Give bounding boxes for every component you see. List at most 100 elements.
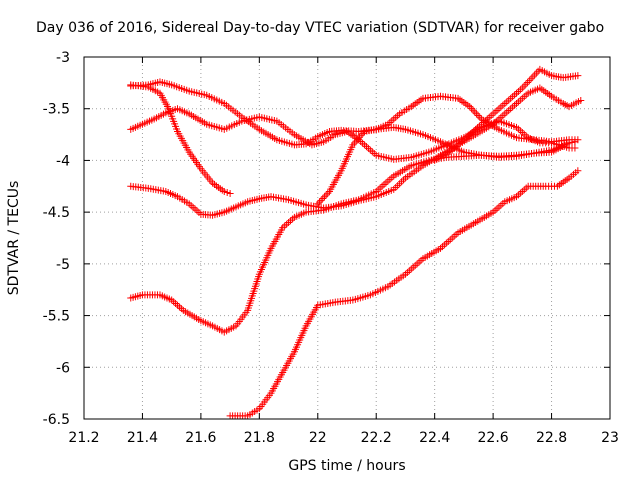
data-point-s6	[411, 262, 419, 270]
data-point-s7	[472, 110, 480, 118]
data-point-s4	[499, 112, 507, 120]
data-point-s4	[520, 93, 528, 101]
x-tick-label: 21.4	[127, 430, 158, 446]
data-point-s7	[324, 189, 332, 197]
data-point-s7	[392, 113, 400, 121]
data-point-s5	[287, 217, 295, 225]
data-point-s8	[505, 96, 513, 104]
data-point-s3	[571, 144, 579, 152]
data-point-s8	[497, 103, 505, 111]
data-point-s8	[511, 91, 519, 99]
axis-ticks: 21.2 21.4 21.6 21.8 22 22.2 22.4 22.6 22.8 23 -3 -3…	[43, 50, 619, 446]
data-point-s8	[534, 67, 542, 75]
y-tick-label: -6.5	[43, 412, 70, 428]
data-point-s4	[396, 180, 404, 188]
data-point-s8	[487, 112, 495, 120]
data-point-s4	[501, 110, 509, 118]
data-point-s6	[405, 267, 413, 275]
data-point-s5	[382, 179, 390, 187]
data-point-s5	[378, 182, 386, 190]
data-point-s7	[390, 115, 398, 123]
data-point-s4	[514, 98, 522, 106]
data-point-s6	[491, 206, 499, 214]
data-point-s6	[574, 167, 582, 175]
data-points	[127, 65, 585, 420]
data-point-s6	[417, 256, 425, 264]
x-tick-label: 22.8	[536, 430, 567, 446]
data-point-s4	[516, 96, 524, 104]
data-point-s4	[191, 205, 199, 213]
data-point-s6	[497, 201, 505, 209]
data-point-s4	[193, 207, 201, 215]
data-point-s5	[380, 181, 388, 189]
data-point-s7	[388, 117, 396, 125]
data-point-s3	[364, 144, 372, 152]
y-tick-label: -4.5	[43, 205, 70, 221]
data-point-s7	[467, 104, 475, 112]
data-point-s8	[503, 98, 511, 106]
data-point-s7	[394, 112, 402, 120]
data-point-s4	[187, 202, 195, 210]
data-point-s7	[317, 196, 325, 204]
data-point-s3	[362, 143, 370, 151]
data-point-s6	[493, 205, 501, 213]
data-point-s6	[413, 260, 421, 268]
x-tick-label: 23	[601, 430, 619, 446]
data-point-s7	[322, 191, 330, 199]
data-point-s4	[512, 100, 520, 108]
y-tick-label: -5.5	[43, 309, 70, 325]
data-point-s8	[501, 100, 509, 108]
data-point-s6	[516, 189, 524, 197]
data-point-s8	[499, 101, 507, 109]
data-point-s7	[320, 193, 328, 201]
data-point-s4	[195, 208, 203, 216]
data-point-s4	[518, 94, 526, 102]
data-point-s5	[285, 218, 293, 226]
data-point-s8	[495, 105, 503, 113]
x-tick-label: 21.6	[185, 430, 216, 446]
data-point-s5	[384, 177, 392, 185]
data-point-s6	[495, 203, 503, 211]
data-point-s8	[512, 89, 520, 97]
data-point-s4	[511, 101, 519, 109]
data-point-s7	[315, 198, 323, 206]
data-point-s4	[507, 105, 515, 113]
y-tick-label: -4	[56, 153, 70, 169]
data-point-s6	[450, 232, 458, 240]
data-point-s3	[518, 129, 526, 137]
data-point-s6	[415, 258, 423, 266]
data-point-s5	[177, 305, 185, 313]
y-axis-label: SDTVAR / TECUs	[6, 181, 22, 296]
data-point-s5	[283, 220, 291, 228]
data-point-s8	[531, 71, 539, 79]
data-point-s3	[359, 139, 367, 147]
data-point-s5	[175, 303, 183, 311]
y-tick-label: -3.5	[43, 102, 70, 118]
data-point-s3	[361, 141, 369, 149]
data-point-s6	[446, 236, 454, 244]
data-point-s5	[386, 175, 394, 183]
x-axis-label: GPS time / hours	[288, 458, 405, 474]
data-point-s4	[394, 182, 402, 190]
data-point-s4	[189, 203, 197, 211]
data-point-s6	[444, 237, 452, 245]
data-point-s8	[574, 72, 582, 80]
data-point-s6	[520, 186, 528, 194]
data-point-s1	[226, 190, 234, 198]
data-point-s6	[438, 243, 446, 251]
data-point-s7	[319, 195, 327, 203]
x-tick-label: 22.4	[419, 430, 450, 446]
y-tick-label: -6	[56, 360, 70, 376]
data-point-s7	[466, 103, 474, 111]
data-point-s5	[281, 222, 289, 230]
x-tick-label: 21.8	[244, 430, 275, 446]
data-point-s8	[507, 94, 515, 102]
plot-frame	[83, 56, 611, 420]
data-point-s5	[376, 184, 384, 192]
data-point-s5	[388, 174, 396, 182]
data-point-s6	[409, 263, 417, 271]
data-point-s7	[471, 108, 479, 116]
data-point-s8	[522, 80, 530, 88]
data-point-s3	[366, 146, 374, 154]
data-point-s6	[442, 239, 450, 247]
